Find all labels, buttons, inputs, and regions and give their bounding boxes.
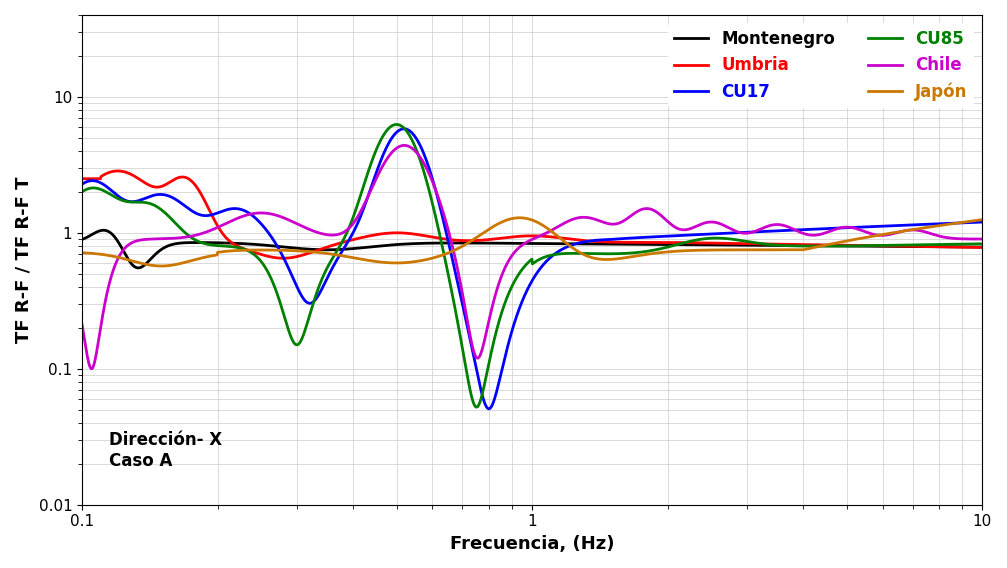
Chile [951,235,963,242]
CU17 [76,181,88,187]
Montenegro [951,244,963,250]
Line: Montenegro: Montenegro [82,230,983,268]
Japón [977,216,989,223]
Japón [490,222,502,228]
CU85 [122,198,134,205]
Umbria [785,241,798,248]
Umbria [515,233,527,240]
Chile [785,225,798,232]
Line: Umbria: Umbria [82,171,983,258]
Umbria [951,244,963,250]
Montenegro [951,244,963,250]
Montenegro [76,236,88,243]
Montenegro [490,240,502,247]
CU17 [951,220,963,227]
Japón [76,249,88,256]
X-axis label: Frecuencia, (Hz): Frecuencia, (Hz) [450,535,614,553]
CU17 [951,220,963,227]
CU17 [515,302,527,308]
Legend: Montenegro, Umbria, CU17, CU85, Chile, Japón: Montenegro, Umbria, CU17, CU85, Chile, J… [668,23,974,108]
CU17 [482,406,494,412]
Chile [515,243,527,249]
Japón [155,262,167,269]
CU17 [977,219,989,225]
Japón [515,214,527,221]
Montenegro [132,265,144,272]
Y-axis label: TF R-F / TF R-F T: TF R-F / TF R-F T [15,177,33,343]
CU85 [951,241,963,248]
CU85 [470,404,482,411]
Chile [123,241,135,248]
Umbria [76,176,88,182]
CU17 [398,126,410,132]
Montenegro [977,244,989,250]
CU17 [785,227,798,233]
Chile [86,365,98,372]
CU17 [490,387,502,394]
Line: CU17: CU17 [82,129,983,409]
Montenegro [785,242,798,249]
Text: Dirección- X
Caso A: Dirección- X Caso A [110,431,223,470]
CU85 [76,189,88,195]
Umbria [977,244,989,251]
Chile [76,321,88,328]
Line: CU85: CU85 [82,124,983,407]
Chile [977,236,989,243]
Montenegro [515,240,527,247]
CU85 [515,268,527,275]
Chile [951,235,963,242]
Montenegro [123,256,135,263]
Japón [122,256,134,263]
Japón [785,247,798,253]
Umbria [123,170,135,177]
Chile [398,142,410,149]
Umbria [951,244,963,250]
CU85 [490,326,502,333]
Montenegro [98,227,110,233]
CU85 [951,241,963,248]
Line: Japón: Japón [82,218,983,266]
Japón [514,214,526,221]
CU85 [391,121,403,128]
Line: Chile: Chile [82,145,983,369]
Japón [951,220,963,227]
Chile [490,286,502,293]
CU17 [122,198,134,204]
CU85 [977,240,989,247]
Japón [951,220,963,227]
Umbria [112,168,124,174]
Umbria [277,255,289,262]
Umbria [490,235,502,242]
CU85 [785,243,798,249]
